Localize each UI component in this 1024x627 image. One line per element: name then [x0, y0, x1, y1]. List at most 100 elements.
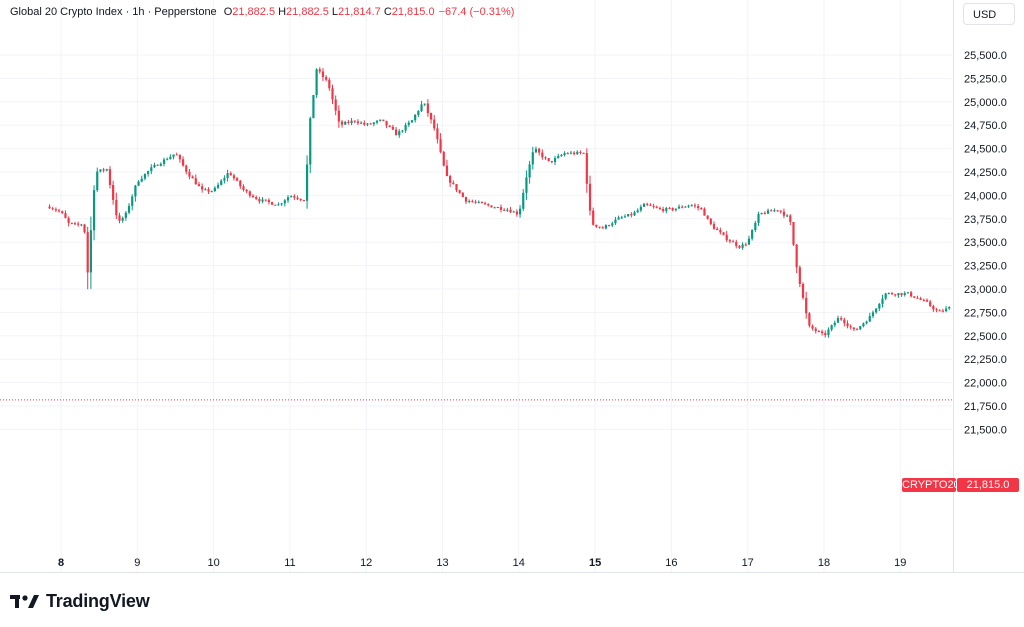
candle-body — [471, 201, 474, 203]
y-tick-label: 23,250.0 — [964, 261, 1007, 273]
candle-body — [674, 208, 677, 211]
candle-body — [550, 160, 553, 163]
candle-body — [751, 230, 754, 239]
candle-body — [709, 218, 712, 225]
candle-body — [735, 241, 738, 246]
candle-body — [639, 206, 642, 211]
candle-body — [115, 199, 118, 216]
candle-body — [223, 178, 226, 181]
candle-body — [140, 178, 143, 182]
candle-body — [48, 206, 51, 209]
candle-body — [493, 207, 496, 209]
candle-body — [188, 171, 191, 177]
candle-body — [229, 173, 232, 176]
candle-body — [906, 292, 910, 294]
candle-body — [372, 122, 375, 125]
candle-body — [499, 207, 503, 210]
candle-body — [846, 323, 849, 327]
candle-body — [706, 215, 709, 219]
candle-body — [814, 328, 817, 332]
y-tick-label: 25,500.0 — [964, 50, 1007, 62]
candle-body — [347, 121, 350, 123]
candle-body — [353, 120, 356, 122]
y-tick-label: 24,500.0 — [964, 144, 1007, 156]
candle-body — [786, 215, 789, 217]
candle-body — [474, 201, 477, 203]
candle-body — [805, 297, 808, 314]
candle-body — [102, 169, 105, 171]
candle-body — [433, 119, 436, 129]
tradingview-logo[interactable]: TradingView — [10, 590, 150, 612]
candle-body — [191, 176, 194, 179]
y-tick-label: 24,250.0 — [964, 167, 1007, 179]
candle-body — [506, 209, 509, 211]
candle-body — [925, 300, 929, 302]
candle-body — [255, 197, 258, 199]
time-axis[interactable]: 8 9 10 11 12 13 14 15 16 17 18 19 — [58, 557, 906, 569]
candle-body — [296, 197, 299, 199]
x-tick-label: 15 — [589, 557, 601, 569]
candle-body — [360, 122, 363, 124]
candle-body — [531, 152, 534, 165]
candle-body — [684, 206, 687, 208]
x-tick-label: 10 — [207, 557, 219, 569]
candle-body — [865, 321, 868, 324]
candle-body — [668, 207, 671, 209]
candle-body — [394, 129, 398, 136]
candle-body — [541, 152, 544, 158]
candle-body — [487, 204, 490, 206]
candle-body — [267, 200, 271, 203]
candle-body — [773, 210, 776, 212]
candle-body — [70, 222, 73, 224]
x-tick-label: 16 — [665, 557, 677, 569]
candle-body — [379, 119, 382, 121]
candle-body — [458, 190, 461, 193]
candle-body — [293, 196, 296, 198]
candle-body — [61, 211, 64, 214]
candles — [48, 67, 951, 338]
candle-body — [131, 196, 134, 206]
candle-body — [64, 213, 67, 219]
candle-body — [369, 123, 372, 125]
candle-body — [248, 191, 251, 196]
candle-body — [127, 205, 131, 213]
candle-body — [236, 178, 239, 181]
candle-body — [92, 190, 96, 231]
candle-body — [280, 203, 283, 205]
y-tick-label: 25,000.0 — [964, 97, 1007, 109]
candle-body — [350, 120, 353, 123]
candle-body — [442, 151, 445, 166]
currency-button[interactable]: USD — [963, 3, 1015, 25]
candle-body — [563, 153, 566, 156]
candle-body — [573, 152, 576, 155]
candle-body — [935, 309, 938, 311]
x-tick-label: 14 — [513, 557, 525, 569]
candle-body — [156, 164, 159, 166]
candle-body — [528, 164, 531, 178]
candle-body — [849, 326, 852, 328]
candle-body — [340, 121, 344, 125]
candle-body — [270, 202, 274, 205]
candle-body — [948, 307, 951, 309]
candle-body — [649, 204, 652, 206]
y-tick-label: 25,250.0 — [964, 73, 1007, 85]
symbol-title: Global 20 Crypto Index · 1h · Pepperston… — [10, 6, 217, 18]
candle-body — [334, 99, 337, 111]
candle-body — [143, 173, 147, 179]
candle-body — [871, 312, 875, 317]
candle-body — [560, 155, 563, 157]
candle-body — [534, 148, 538, 153]
candle-body — [344, 121, 347, 125]
candle-body — [789, 215, 792, 222]
candle-body — [671, 208, 674, 211]
y-tick-label: 23,750.0 — [964, 214, 1007, 226]
candle-body — [795, 244, 798, 268]
price-axis[interactable]: 25,500.0 25,250.0 25,000.0 24,750.0 24,500.0… — [964, 50, 1007, 436]
candle-body — [299, 198, 302, 200]
candle-body — [305, 164, 309, 201]
y-tick-label: 22,750.0 — [964, 307, 1007, 319]
candle-body — [169, 156, 172, 160]
candle-body — [738, 245, 741, 248]
candle-body — [410, 120, 414, 123]
